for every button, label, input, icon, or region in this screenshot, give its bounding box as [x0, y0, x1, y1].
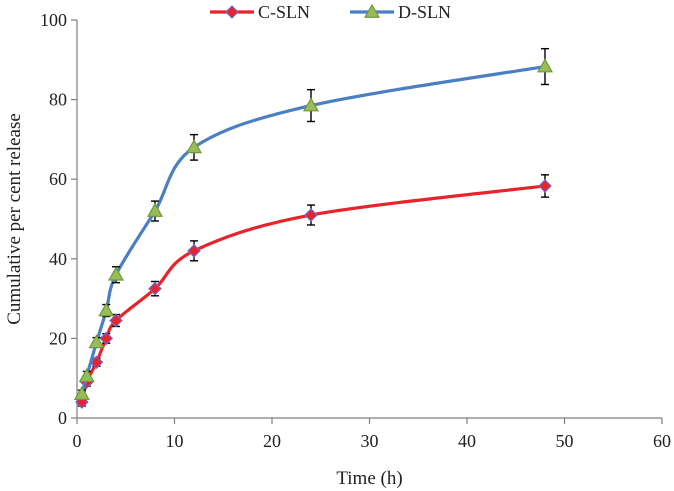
data-point — [187, 243, 201, 258]
legend: C-SLN D-SLN — [210, 2, 451, 22]
x-tick-label: 60 — [653, 431, 671, 451]
legend-marker — [363, 3, 381, 18]
legend-item-d-sln: D-SLN — [350, 2, 451, 22]
series-layer — [73, 47, 554, 409]
y-tick-label: 100 — [40, 10, 67, 30]
data-point — [99, 331, 114, 346]
legend-label: D-SLN — [398, 2, 451, 22]
legend-marker — [225, 5, 239, 19]
axes — [76, 20, 662, 419]
y-tick-label: 80 — [49, 90, 67, 110]
data-point — [98, 302, 115, 317]
y-tick-label: 0 — [58, 408, 67, 428]
data-point — [148, 281, 162, 296]
data-point — [109, 313, 123, 328]
series-d-sln — [73, 47, 554, 400]
x-tick-label: 30 — [361, 431, 379, 451]
data-point — [146, 202, 164, 217]
y-tick-label: 60 — [49, 169, 67, 189]
data-point — [78, 368, 95, 383]
x-tick-label: 10 — [166, 431, 184, 451]
x-tick-label: 0 — [73, 431, 82, 451]
x-tick-label: 20 — [263, 431, 281, 451]
y-tick-label: 20 — [49, 328, 67, 348]
data-point — [536, 58, 554, 73]
y-tick-label: 40 — [49, 249, 67, 269]
x-tick-label: 40 — [458, 431, 476, 451]
x-tick-label: 50 — [556, 431, 574, 451]
series-line — [80, 184, 546, 403]
series-c-sln — [75, 174, 552, 409]
series-line — [80, 64, 546, 395]
y-axis-title: Cumulative per cent release — [4, 113, 25, 325]
data-point — [302, 97, 320, 112]
data-point — [107, 266, 125, 281]
x-axis-title: Time (h) — [336, 468, 402, 489]
data-point — [73, 385, 90, 400]
legend-label: C-SLN — [258, 2, 310, 22]
data-point — [88, 334, 105, 349]
data-point — [538, 179, 552, 193]
data-point — [304, 208, 318, 222]
legend-item-c-sln: C-SLN — [210, 2, 310, 22]
ticks: 0 10 20 30 40 50 60 0 20 40 60 80 100 — [40, 10, 671, 451]
data-point — [185, 139, 203, 154]
